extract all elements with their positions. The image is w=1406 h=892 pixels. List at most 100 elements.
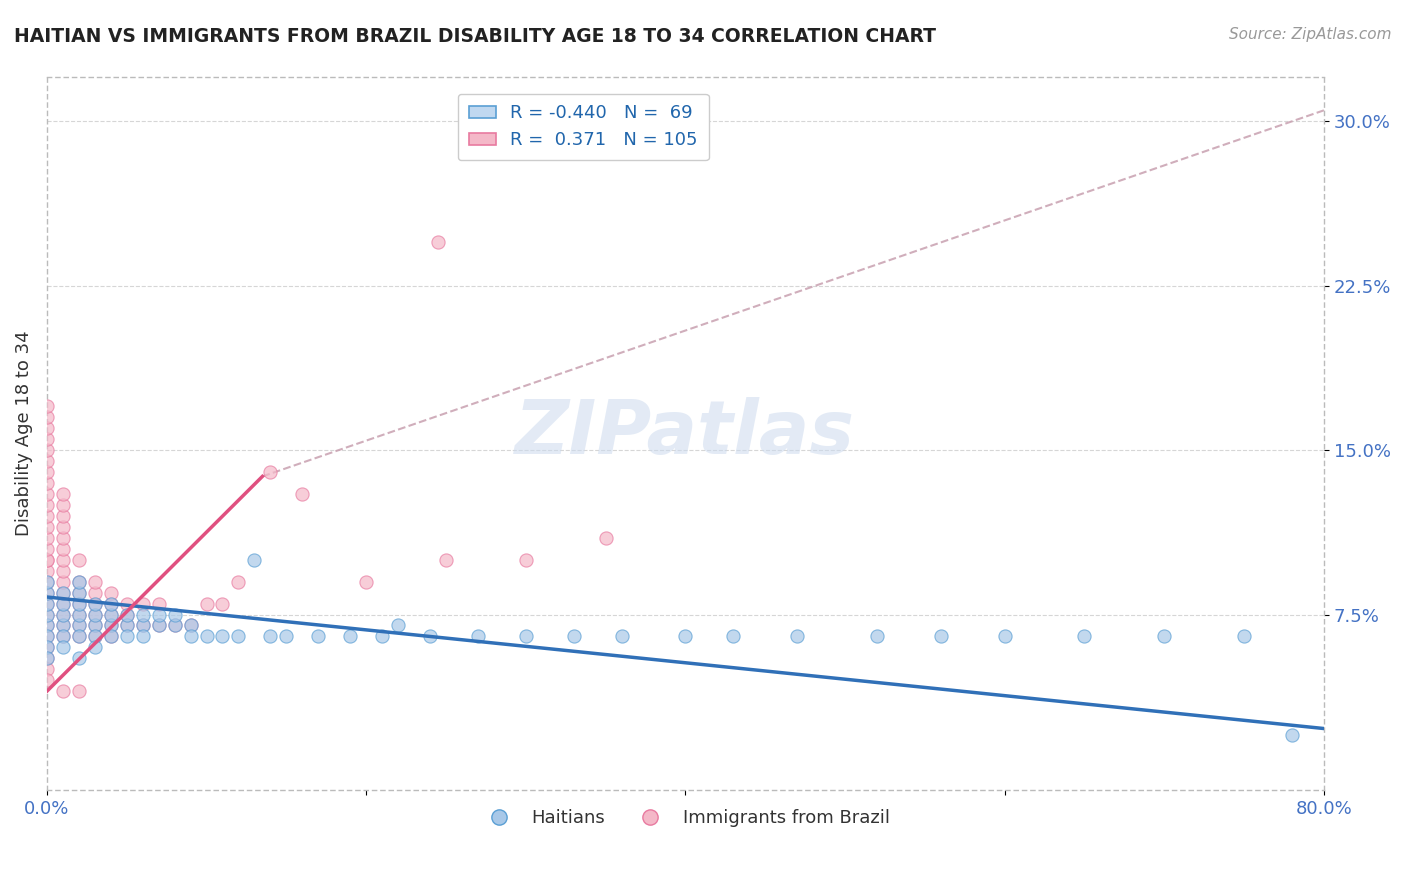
Point bbox=[259, 630, 281, 644]
Point bbox=[67, 585, 90, 599]
Point bbox=[52, 618, 75, 632]
Point bbox=[723, 630, 745, 644]
Point bbox=[115, 607, 138, 622]
Point bbox=[148, 597, 170, 611]
Point bbox=[163, 618, 186, 632]
Point bbox=[228, 630, 250, 644]
Point bbox=[163, 607, 186, 622]
Point bbox=[67, 618, 90, 632]
Point bbox=[434, 553, 457, 567]
Point bbox=[148, 618, 170, 632]
Point bbox=[52, 585, 75, 599]
Point bbox=[291, 487, 314, 501]
Point bbox=[52, 508, 75, 523]
Point bbox=[515, 630, 537, 644]
Point bbox=[595, 531, 617, 545]
Point bbox=[131, 630, 153, 644]
Point bbox=[1153, 630, 1175, 644]
Point bbox=[673, 630, 696, 644]
Point bbox=[35, 618, 58, 632]
Point bbox=[35, 531, 58, 545]
Point bbox=[52, 531, 75, 545]
Point bbox=[100, 630, 122, 644]
Point bbox=[1233, 630, 1256, 644]
Point bbox=[52, 640, 75, 655]
Point bbox=[35, 630, 58, 644]
Point bbox=[83, 597, 105, 611]
Point bbox=[243, 553, 266, 567]
Point bbox=[228, 574, 250, 589]
Point bbox=[115, 597, 138, 611]
Text: HAITIAN VS IMMIGRANTS FROM BRAZIL DISABILITY AGE 18 TO 34 CORRELATION CHART: HAITIAN VS IMMIGRANTS FROM BRAZIL DISABI… bbox=[14, 27, 936, 45]
Point bbox=[52, 564, 75, 578]
Point bbox=[131, 618, 153, 632]
Point bbox=[35, 662, 58, 676]
Point bbox=[35, 498, 58, 512]
Point bbox=[83, 585, 105, 599]
Point bbox=[35, 651, 58, 665]
Point bbox=[83, 607, 105, 622]
Point bbox=[115, 630, 138, 644]
Point bbox=[83, 630, 105, 644]
Point bbox=[52, 630, 75, 644]
Point bbox=[67, 597, 90, 611]
Point bbox=[419, 630, 441, 644]
Point bbox=[100, 585, 122, 599]
Point bbox=[52, 541, 75, 556]
Point bbox=[67, 618, 90, 632]
Point bbox=[307, 630, 329, 644]
Point bbox=[131, 618, 153, 632]
Point bbox=[35, 399, 58, 413]
Point bbox=[276, 630, 298, 644]
Point bbox=[67, 651, 90, 665]
Point bbox=[35, 564, 58, 578]
Point bbox=[195, 630, 218, 644]
Legend: Haitians, Immigrants from Brazil: Haitians, Immigrants from Brazil bbox=[474, 802, 897, 834]
Point bbox=[610, 630, 633, 644]
Point bbox=[35, 454, 58, 468]
Point bbox=[180, 618, 202, 632]
Point bbox=[866, 630, 889, 644]
Y-axis label: Disability Age 18 to 34: Disability Age 18 to 34 bbox=[15, 331, 32, 536]
Point bbox=[211, 630, 233, 644]
Point bbox=[35, 553, 58, 567]
Point bbox=[929, 630, 952, 644]
Point bbox=[100, 607, 122, 622]
Point bbox=[67, 574, 90, 589]
Point bbox=[100, 618, 122, 632]
Point bbox=[35, 640, 58, 655]
Point bbox=[35, 597, 58, 611]
Point bbox=[35, 597, 58, 611]
Point bbox=[67, 574, 90, 589]
Point bbox=[786, 630, 808, 644]
Point bbox=[371, 630, 394, 644]
Point bbox=[35, 475, 58, 490]
Point bbox=[100, 597, 122, 611]
Point bbox=[148, 607, 170, 622]
Point bbox=[35, 585, 58, 599]
Point bbox=[1281, 728, 1303, 742]
Point bbox=[163, 618, 186, 632]
Point bbox=[387, 618, 409, 632]
Point bbox=[83, 597, 105, 611]
Point bbox=[67, 607, 90, 622]
Point bbox=[354, 574, 377, 589]
Point bbox=[52, 574, 75, 589]
Point bbox=[100, 630, 122, 644]
Point bbox=[35, 508, 58, 523]
Point bbox=[195, 597, 218, 611]
Point bbox=[35, 432, 58, 446]
Point bbox=[67, 630, 90, 644]
Point bbox=[35, 541, 58, 556]
Point bbox=[67, 630, 90, 644]
Point bbox=[52, 597, 75, 611]
Point bbox=[35, 421, 58, 435]
Point bbox=[35, 574, 58, 589]
Point bbox=[35, 574, 58, 589]
Point bbox=[35, 410, 58, 425]
Point bbox=[180, 630, 202, 644]
Point bbox=[35, 487, 58, 501]
Point bbox=[83, 574, 105, 589]
Point bbox=[148, 618, 170, 632]
Point bbox=[115, 618, 138, 632]
